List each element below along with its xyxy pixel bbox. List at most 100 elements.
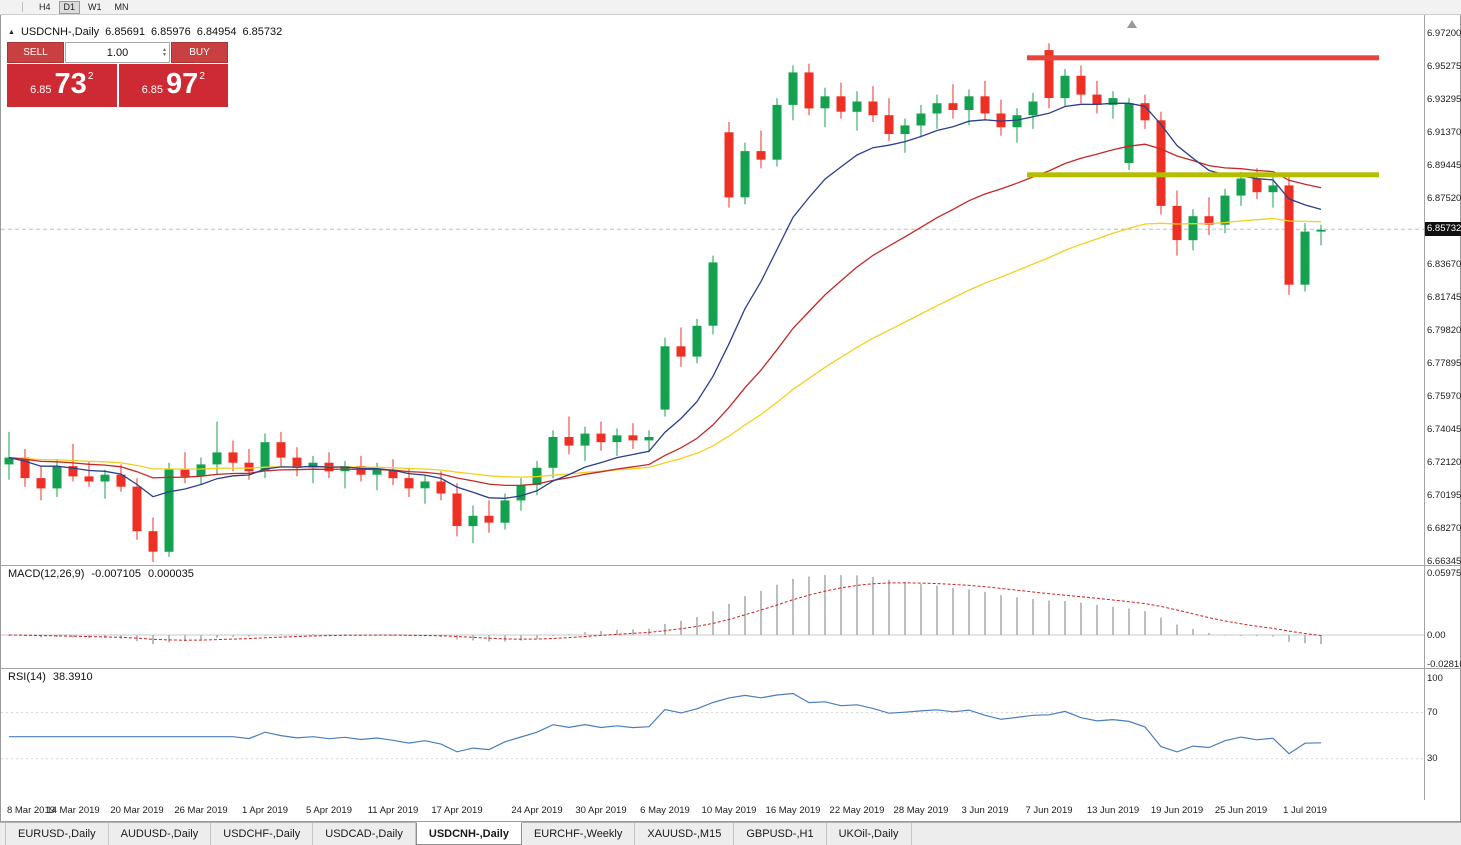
sell-button[interactable]: SELL [7,42,64,63]
buy-price-sup: 2 [199,71,205,82]
date-axis-label: 13 Jun 2019 [1086,805,1140,816]
date-axis-label: 3 Jun 2019 [961,805,1009,816]
macd-value-signal: 0.000035 [147,568,194,580]
date-axis-label: 19 Jun 2019 [1150,805,1204,816]
chart-window: ▲ USDCNH-,Daily 6.85691 6.85976 6.84954 … [0,15,1461,822]
current-price-badge: 6.85732 [1425,222,1461,237]
price-axis-label: 6.77895 [1427,358,1461,369]
date-axis-label: 25 Jun 2019 [1214,805,1268,816]
macd-histogram [8,575,1322,645]
chart-tab-xauusd-m15[interactable]: XAUUSD-,M15 [635,823,735,845]
macd-axis-label: -0.02816 [1427,658,1461,670]
date-axis-label: 8 Mar 2019 [6,805,56,816]
timeframe-toolbar: H4 D1 W1 MN [0,0,1461,15]
rsi-line [9,692,1322,755]
timeframe-button-h4[interactable]: H4 [34,1,56,14]
rsi-title: RSI(14) [8,671,46,683]
date-axis-label: 1 Jul 2019 [1283,805,1327,816]
chart-tab-ukoil-daily[interactable]: UKOil-,Daily [827,823,912,845]
chart-shift-icon [1127,20,1137,28]
sell-price-sup: 2 [87,71,94,82]
price-axis-label: 6.89445 [1427,160,1461,172]
date-axis-label: 24 Apr 2019 [511,805,563,816]
price-axis-label: 6.95275 [1427,60,1461,72]
macd-axis-label: 0.059758 [1427,567,1461,579]
support-line [1027,172,1379,178]
date-axis-label: 11 Apr 2019 [367,805,419,816]
chart-tab-usdcad-daily[interactable]: USDCAD-,Daily [313,823,416,845]
chart-tab-eurchf-weekly[interactable]: EURCHF-,Weekly [522,823,636,845]
buy-price-button[interactable]: 6.85 97 2 [118,64,228,107]
date-axis-label: 1 Apr 2019 [242,805,288,816]
date-axis-label: 30 Apr 2019 [575,805,627,816]
volume-spinner[interactable]: ▲ ▼ [162,43,167,62]
spinner-up-icon[interactable]: ▲ [162,46,167,53]
rsi-axis-label: 30 [1427,753,1438,765]
ohlc-low: 6.84954 [196,26,237,38]
timeframe-button-w1[interactable]: W1 [83,1,107,14]
macd-title: MACD(12,26,9) [8,568,85,580]
resistance-line [1027,55,1379,61]
chart-tab-gbpusd-h1[interactable]: GBPUSD-,H1 [734,823,827,845]
date-axis[interactable]: 8 Mar 2019 14 Mar 2019 20 Mar 2019 26 Mar 2… [1,801,1424,822]
macd-signal-line [8,582,1322,641]
buy-price-big: 97 [166,68,199,100]
rsi-indicator-label: RSI(14) 38.3910 [8,671,93,683]
price-axis-label: 6.75970 [1427,391,1461,402]
price-axis-label: 6.91370 [1427,127,1461,139]
sell-price-button[interactable]: 6.85 73 2 [7,64,117,107]
price-axis-label: 6.70195 [1427,489,1461,501]
buy-button[interactable]: BUY [171,42,228,63]
spinner-down-icon[interactable]: ▼ [162,51,167,58]
price-axis-label: 6.74045 [1427,423,1461,435]
price-axis-label: 6.97200 [1427,27,1461,39]
date-axis-label: 6 May 2019 [640,805,690,816]
chart-tab-eurusd-daily[interactable]: EURUSD-,Daily [5,823,109,845]
price-chart-canvas[interactable] [1,15,1461,800]
ohlc-close: 6.85732 [242,26,283,38]
price-axis-label: 6.68270 [1427,522,1461,534]
date-axis-label: 17 Apr 2019 [431,805,483,816]
price-axis[interactable]: 6.97200 6.95275 6.93295 6.91370 6.89445 6.875… [1427,15,1461,800]
chart-ohlc-header: ▲ USDCNH-,Daily 6.85691 6.85976 6.84954 … [8,26,282,38]
price-axis-label: 6.72120 [1427,456,1461,468]
volume-value: 1.00 [106,46,129,59]
date-axis-label: 26 Mar 2019 [174,805,228,816]
buy-price-prefix: 6.85 [141,84,164,96]
price-axis-label: 6.66345 [1427,555,1461,567]
date-axis-label: 7 Jun 2019 [1025,805,1073,816]
timeframe-button-mn[interactable]: MN [110,1,134,14]
chart-tabs-bar: EURUSD-,Daily AUDUSD-,Daily USDCHF-,Daily U… [0,822,1461,845]
rsi-value: 38.3910 [52,671,93,683]
price-axis-label: 6.79820 [1427,325,1461,336]
date-axis-label: 22 May 2019 [829,805,885,816]
price-axis-label: 6.93295 [1427,94,1461,106]
ohlc-open: 6.85691 [105,26,145,38]
toolbar-separator [22,2,23,12]
macd-axis-label: 0.00 [1427,629,1446,641]
rsi-axis-label: 100 [1427,672,1443,684]
candles-layer [4,43,1326,562]
sell-price-big: 73 [54,68,87,100]
collapse-panel-icon[interactable]: ▲ [8,28,15,36]
date-axis-label: 20 Mar 2019 [110,805,164,816]
one-click-trading-panel: SELL 1.00 ▲ ▼ BUY 6.85 73 2 6.85 [7,42,228,107]
rsi-axis-label: 70 [1427,707,1438,719]
ma-line-10 [8,102,1322,499]
price-axis-label: 6.81745 [1427,292,1461,304]
chart-tab-audusd-daily[interactable]: AUDUSD-,Daily [109,823,212,845]
ohlc-high: 6.85976 [150,26,191,38]
date-axis-label: 28 May 2019 [893,805,949,816]
date-axis-label: 16 May 2019 [765,805,821,816]
timeframe-button-d1[interactable]: D1 [58,0,81,14]
chart-tab-usdchf-daily[interactable]: USDCHF-,Daily [211,823,314,845]
macd-value-main: -0.007105 [91,568,141,580]
date-axis-label: 5 Apr 2019 [306,805,352,816]
price-axis-label: 6.83670 [1427,259,1461,271]
volume-input[interactable]: 1.00 ▲ ▼ [65,42,170,63]
ma-line-50 [8,217,1322,478]
date-axis-label: 14 Mar 2019 [46,805,100,816]
chart-tab-usdcnh-daily[interactable]: USDCNH-,Daily [415,822,522,845]
sell-price-prefix: 6.85 [30,84,52,96]
